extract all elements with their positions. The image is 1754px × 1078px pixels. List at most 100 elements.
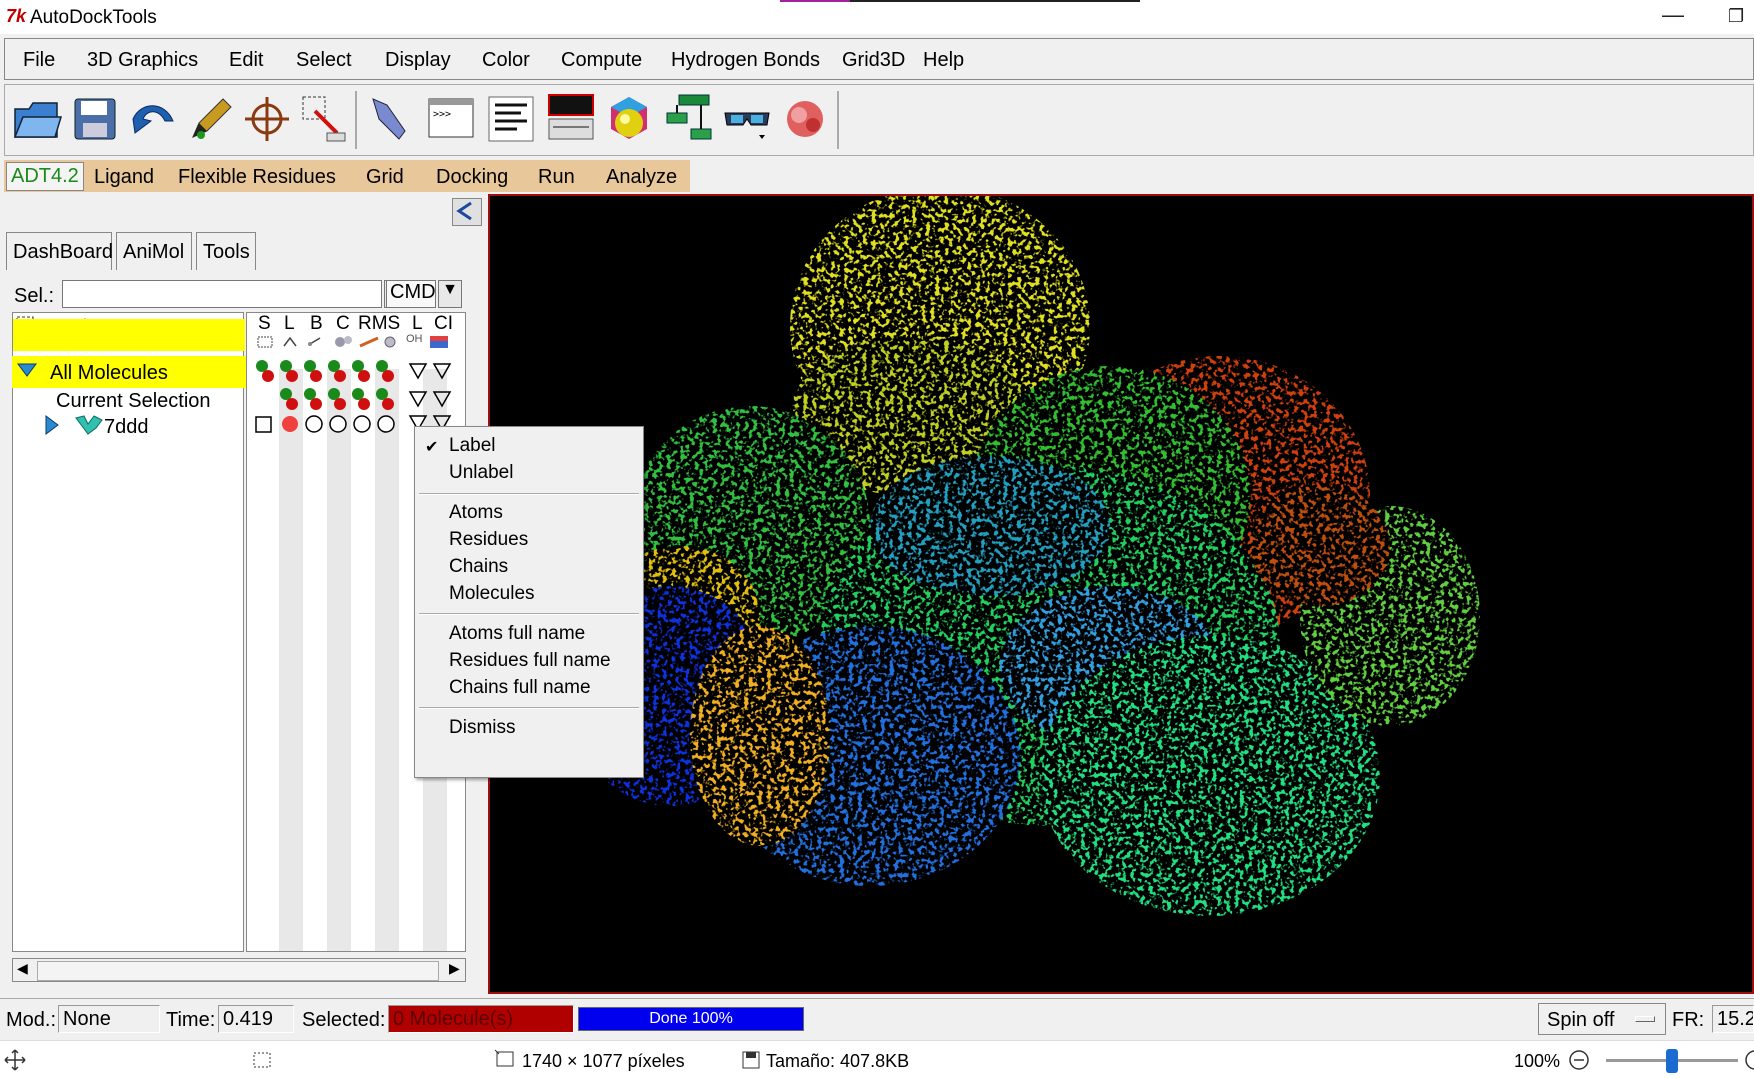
menu-hydrogen-bonds[interactable]: Hydrogen Bonds [671, 49, 820, 71]
hierarchy-tree-icon[interactable] [663, 91, 715, 147]
pointer-hand-icon[interactable] [365, 91, 417, 147]
time-field: 0.419 [218, 1005, 294, 1033]
menu-item-chains[interactable]: Chains [449, 556, 509, 577]
stereo-glasses-icon[interactable] [721, 91, 773, 147]
menu-color[interactable]: Color [482, 49, 530, 71]
menu-item-molecules[interactable]: Molecules [449, 583, 535, 604]
3d-viewer-canvas[interactable] [488, 194, 1754, 994]
progress-bar: Done 100% [578, 1007, 804, 1031]
collapse-arrow-icon [456, 201, 472, 221]
restore-icon[interactable]: ❐ [1728, 6, 1745, 26]
zoom-in-icon[interactable] [1744, 1049, 1754, 1071]
progress-fill [579, 1008, 803, 1030]
menu-compute[interactable]: Compute [561, 49, 643, 71]
menu-file[interactable]: File [23, 49, 56, 71]
undo-arrow-icon[interactable] [127, 91, 179, 147]
time-label: Time: [166, 1009, 216, 1031]
expand-arrow-icon[interactable] [16, 362, 38, 378]
check-icon: ✔ [425, 439, 439, 456]
menu-item-dismiss[interactable]: Dismiss [449, 717, 516, 738]
dimensions-icon [494, 1049, 514, 1067]
all-molecules-toggles[interactable] [252, 356, 464, 388]
svg-text:>>>: >>> [433, 109, 451, 120]
text-align-icon[interactable] [485, 91, 537, 147]
tab-flexible-residues[interactable]: Flexible Residues [178, 166, 336, 188]
minimize-icon[interactable]: — [1662, 2, 1684, 27]
pencil-tool-icon[interactable] [185, 91, 237, 147]
option-menu-indicator-icon [1635, 1016, 1655, 1022]
color-cube-icon[interactable] [603, 91, 655, 147]
tree-item-current-selection[interactable]: Current Selection [56, 390, 211, 412]
menu-item-atoms[interactable]: Atoms [449, 502, 503, 523]
column-header-label[interactable]: L [412, 313, 423, 334]
chevron-down-icon: ▼ [442, 281, 458, 298]
spin-mode-button[interactable]: Spin off [1538, 1003, 1666, 1035]
disk-icon [742, 1051, 760, 1069]
tab-run[interactable]: Run [538, 166, 575, 188]
horizontal-scrollbar[interactable]: ◀ ▶ [12, 958, 466, 982]
select-pick-icon[interactable] [297, 91, 349, 147]
menu-display[interactable]: Display [385, 49, 451, 71]
collapse-panel-button[interactable] [452, 198, 482, 226]
tab-ligand[interactable]: Ligand [94, 166, 155, 188]
tree-item-all-molecules[interactable]: All Molecules [50, 362, 168, 384]
toolbar: >>> [4, 84, 1754, 156]
move-icon [4, 1049, 26, 1071]
tab-grid[interactable]: Grid [366, 166, 404, 188]
tab-adt42[interactable]: ADT4.2 [6, 162, 84, 191]
menu-grid3d[interactable]: Grid3D [842, 49, 906, 71]
menu-item-unlabel[interactable]: Unlabel [449, 462, 514, 483]
menu-item-label[interactable]: Label [449, 435, 496, 456]
menu-item-atoms-full-name[interactable]: Atoms full name [449, 623, 586, 644]
column-header-balls[interactable]: B [310, 313, 323, 334]
molecule-toggles[interactable] [252, 412, 464, 438]
selected-field: 0 Molecule(s) [388, 1005, 574, 1033]
toolbar-separator [355, 91, 357, 149]
tab-dashboard[interactable]: DashBoard [6, 232, 113, 270]
menu-item-residues-full-name[interactable]: Residues full name [449, 650, 611, 671]
menu-edit[interactable]: Edit [229, 49, 264, 71]
column-header-cpk[interactable]: C [336, 313, 350, 334]
cmd-dropdown-button[interactable]: ▼ [438, 280, 462, 308]
display-panel-icon[interactable] [545, 91, 597, 147]
spin-mode-label: Spin off [1547, 1009, 1615, 1031]
column-header-color[interactable]: CI [434, 313, 453, 334]
menu-item-residues[interactable]: Residues [449, 529, 529, 550]
selected-label: Selected: [302, 1009, 386, 1031]
menu-3d-graphics[interactable]: 3D Graphics [87, 49, 199, 71]
menu-item-chains-full-name[interactable]: Chains full name [449, 677, 591, 698]
python-shell-icon[interactable]: >>> [425, 91, 477, 147]
column-header-show[interactable]: S [258, 313, 271, 334]
molecule-surface-icon[interactable] [779, 91, 831, 147]
selection-input[interactable] [62, 280, 382, 308]
tree-item-molecule[interactable]: 7ddd [104, 416, 149, 438]
tk-logo-icon: 7k [6, 6, 27, 26]
open-folder-icon[interactable] [11, 91, 63, 147]
current-selection-toggles[interactable] [252, 386, 464, 414]
tab-tools[interactable]: Tools [196, 232, 256, 270]
tab-docking[interactable]: Docking [436, 166, 509, 188]
fr-field: 15.2 [1712, 1005, 1754, 1033]
scroll-thumb[interactable] [37, 961, 439, 981]
menu-separator [419, 493, 639, 495]
scroll-left-icon[interactable]: ◀ [17, 960, 28, 976]
column-header-lines[interactable]: L [284, 313, 295, 334]
status-bar: Mod.: None Time: 0.419 Selected: 0 Molec… [0, 998, 1754, 1039]
cmd-selector[interactable]: CMD [386, 280, 436, 308]
zoom-out-icon[interactable] [1568, 1049, 1590, 1071]
save-icon[interactable] [69, 91, 121, 147]
crosshair-center-icon[interactable] [241, 91, 293, 147]
tab-analyze[interactable]: Analyze [606, 166, 678, 188]
column-header-rms[interactable]: RMS [358, 313, 401, 334]
zoom-slider-thumb[interactable] [1666, 1049, 1678, 1073]
collapsed-arrow-icon[interactable] [44, 414, 60, 436]
scroll-right-icon[interactable]: ▶ [449, 960, 460, 976]
selection-area-icon [253, 1052, 271, 1068]
tab-animol[interactable]: AniMol [116, 232, 192, 270]
title-bar: 7k AutoDockTools — ❐ [0, 0, 1754, 34]
molecule-tree: ⇤⇥ Z Z [12, 312, 245, 952]
title-accent-highlight [780, 0, 850, 2]
menu-select[interactable]: Select [296, 49, 352, 71]
menu-help[interactable]: Help [923, 49, 965, 71]
image-size: Tamaño: 407.8KB [766, 1051, 910, 1071]
